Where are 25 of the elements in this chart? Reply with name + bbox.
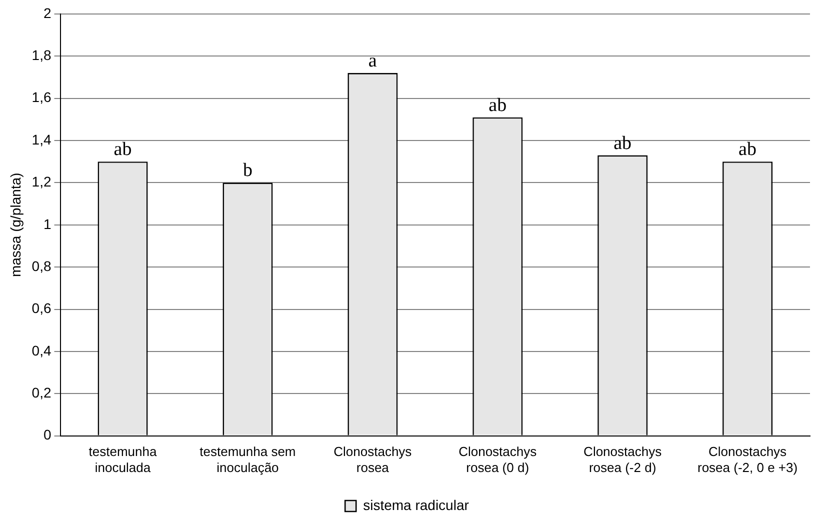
y-tick-label: 1 — [43, 216, 52, 232]
y-tick-label: 0,2 — [32, 384, 52, 400]
y-tick-label: 2 — [43, 4, 52, 21]
x-tick-label: Clonostachys rosea (-2, 0 e +3) — [697, 444, 798, 475]
annotation: a — [368, 50, 378, 72]
y-tick-label: 1,4 — [32, 131, 52, 148]
x-tick-label: Clonostachys rosea — [334, 444, 412, 475]
y-tick-label: 0,4 — [32, 342, 52, 358]
x-tick-label: Clonostachys rosea (-2 d) — [584, 444, 662, 475]
annotation: ab — [114, 139, 132, 160]
y-tick-label: 1,2 — [32, 174, 52, 190]
y-tick-label: 0 — [43, 426, 52, 443]
y-tick-label: 0,8 — [32, 258, 52, 274]
y-tick-label: 1,6 — [32, 89, 52, 106]
x-tick-label: testemunha inoculada — [88, 444, 158, 475]
y-tick-label: 1,8 — [32, 47, 52, 64]
annotation: ab — [488, 94, 507, 116]
annotation: b — [242, 160, 252, 182]
legend-label: sistema radicular — [363, 496, 470, 513]
annotation: ab — [738, 139, 756, 160]
annotation: ab — [614, 132, 632, 154]
x-tick-label: Clonostachys rosea (0 d) — [458, 444, 538, 475]
y-axis-title: massa (g/planta) — [7, 172, 24, 278]
y-tick-label: 0,6 — [32, 300, 52, 316]
x-tick-label: testemunha sem inoculação — [200, 444, 296, 475]
